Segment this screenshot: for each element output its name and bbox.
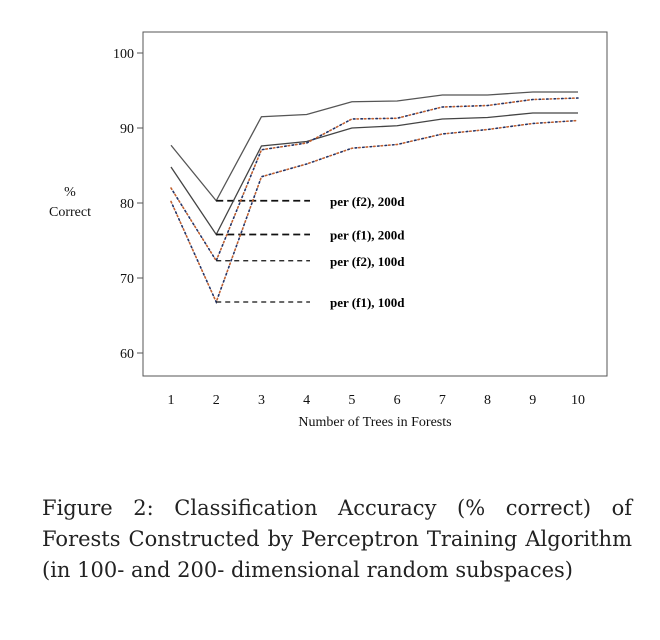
y-tick-label: 90	[120, 122, 134, 137]
series-label: per (f2), 100d	[330, 254, 405, 269]
series-line	[170, 91, 578, 202]
x-tick-label: 5	[348, 393, 355, 408]
x-tick-label: 2	[213, 393, 220, 408]
y-axis-label: Correct	[49, 205, 91, 220]
figure-caption: Figure 2: Classification Accuracy (% cor…	[42, 496, 632, 582]
x-tick-label: 9	[529, 393, 536, 408]
x-tick-label: 3	[258, 393, 265, 408]
line-chart: 60 70 80 90 100 1 2 3 4 5 6 7 8 9 10 Number of Trees in…	[49, 31, 608, 430]
y-tick-label: 80	[120, 197, 134, 212]
x-tick-label: 1	[168, 393, 175, 408]
x-tick-label: 6	[394, 393, 401, 408]
series-line	[170, 97, 579, 263]
series-label: per (f2), 200d	[330, 194, 405, 209]
series-line	[170, 119, 579, 305]
y-axis-label: %	[64, 185, 76, 200]
series-line	[170, 119, 579, 305]
y-tick-label: 100	[113, 47, 134, 62]
x-tick-label: 10	[571, 393, 585, 408]
x-tick-label: 4	[303, 393, 310, 408]
plot-frame	[142, 31, 608, 377]
series-label: per (f1), 100d	[330, 295, 405, 310]
x-tick-label: 8	[484, 393, 491, 408]
y-tick-label: 60	[120, 347, 134, 362]
series-line	[170, 112, 578, 236]
series-label: per (f1), 200d	[330, 228, 405, 243]
x-tick-label: 7	[439, 393, 446, 408]
y-tick-label: 70	[120, 272, 134, 287]
x-axis-label: Number of Trees in Forests	[298, 415, 451, 430]
